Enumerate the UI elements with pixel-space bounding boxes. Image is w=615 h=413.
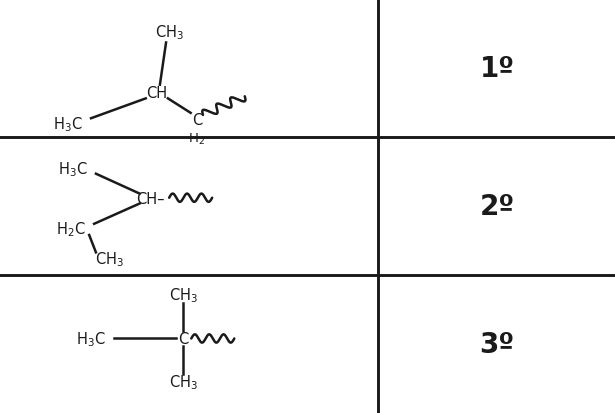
Text: H$_3$C: H$_3$C xyxy=(53,114,82,133)
Text: CH$_3$: CH$_3$ xyxy=(169,373,198,392)
Text: H$_3$C: H$_3$C xyxy=(76,329,106,348)
Text: 1º: 1º xyxy=(480,55,514,83)
Text: CH$_3$: CH$_3$ xyxy=(154,24,184,43)
Text: C: C xyxy=(192,112,202,127)
Text: H$_2$C: H$_2$C xyxy=(56,220,85,239)
Text: CH–: CH– xyxy=(137,192,165,206)
Text: 3º: 3º xyxy=(479,330,515,358)
Text: H$_2$: H$_2$ xyxy=(188,132,205,147)
Text: CH: CH xyxy=(146,85,167,100)
Text: C: C xyxy=(178,331,188,346)
Text: H$_3$C: H$_3$C xyxy=(58,160,87,179)
Text: 2º: 2º xyxy=(479,192,515,221)
Text: CH$_3$: CH$_3$ xyxy=(169,286,198,305)
Text: CH$_3$: CH$_3$ xyxy=(95,249,124,268)
